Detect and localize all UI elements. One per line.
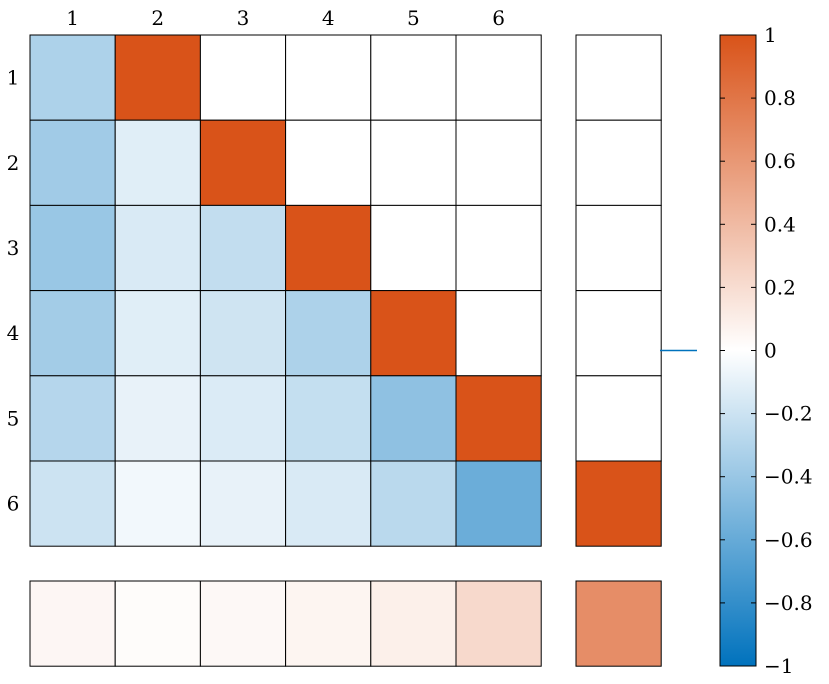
bottom-cell-2: [114, 580, 201, 667]
row-label-1: 1: [7, 66, 20, 90]
row-label-2: 2: [7, 151, 20, 175]
corner-cell-group: [575, 580, 662, 667]
matrix-cell-r4-c6: [455, 290, 542, 377]
matrix-cell-r2-c4: [285, 119, 372, 206]
matrix-cell-r3-c1: [29, 204, 116, 292]
colorbar-tick-label: −0.4: [764, 465, 813, 489]
colorbar-tick-label: −0.6: [764, 528, 813, 552]
bottom-cell-5: [370, 580, 457, 667]
matrix-cell-r2-c3: [199, 119, 287, 206]
bottom-cell-4: [285, 580, 372, 667]
side-cell-6: [575, 460, 662, 547]
colorbar-tick-label: 0.4: [764, 212, 796, 236]
colorbar-tick-label: −1: [764, 654, 793, 678]
row-label-4: 4: [7, 321, 20, 345]
matrix-cell-r6-c5: [370, 460, 457, 547]
bottom-row: [29, 580, 542, 667]
matrix-cell-r6-c1: [29, 460, 116, 547]
side-column: [575, 34, 662, 547]
matrix-cell-r4-c1: [29, 290, 116, 377]
matrix-cell-r3-c2: [114, 204, 201, 292]
matrix-cell-r1-c4: [285, 34, 372, 121]
colorbar: 1 0.8 0.6 0.4 0.2 0 −0.2 −0.4 −0.6 −0.8 −1: [660, 23, 813, 678]
matrix-cell-r5-c6: [455, 375, 542, 462]
bottom-cell-6: [455, 580, 542, 667]
column-labels: 1 2 3 4 5 6: [66, 6, 505, 30]
matrix-cell-r6-c2: [114, 460, 201, 547]
side-cell-3: [575, 204, 662, 292]
matrix-cell-r1-c1: [29, 34, 116, 121]
matrix-cell-r5-c5: [370, 375, 457, 462]
colorbar-tick-label: 0.8: [764, 86, 796, 110]
matrix-cell-r2-c2: [114, 119, 201, 206]
colorbar-tick-label: 1: [764, 23, 777, 47]
correlation-matrix: [29, 34, 542, 547]
matrix-cell-r1-c3: [199, 34, 287, 121]
matrix-cell-r3-c3: [199, 204, 287, 292]
bottom-cell-1: [29, 580, 116, 667]
side-cell-1: [575, 34, 662, 121]
col-label-3: 3: [237, 6, 250, 30]
side-cell-5: [575, 375, 662, 462]
row-labels: 1 2 3 4 5 6: [7, 66, 20, 516]
matrix-cell-r5-c4: [285, 375, 372, 462]
side-cell-2: [575, 119, 662, 206]
col-label-5: 5: [407, 6, 420, 30]
matrix-cell-r3-c6: [455, 204, 542, 292]
colorbar-tick-label: 0.2: [764, 275, 796, 299]
row-label-5: 5: [7, 406, 20, 430]
colorbar-tick-label: −0.2: [764, 402, 813, 426]
matrix-cell-r4-c3: [199, 290, 287, 377]
matrix-cell-r4-c4: [285, 290, 372, 377]
matrix-cell-r6-c6: [455, 460, 542, 547]
corner-cell: [575, 580, 662, 667]
matrix-cell-r2-c1: [29, 119, 116, 206]
bottom-cell-3: [199, 580, 287, 667]
matrix-cell-r1-c2: [114, 34, 201, 121]
colorbar-tick-label: 0: [764, 339, 777, 363]
matrix-cell-r4-c5: [370, 290, 457, 377]
colorbar-tick-label: 0.6: [764, 149, 796, 173]
matrix-cell-r6-c3: [199, 460, 287, 547]
col-label-6: 6: [492, 6, 505, 30]
colorbar-tick-label: −0.8: [764, 591, 813, 615]
matrix-cell-r5-c1: [29, 375, 116, 462]
side-cell-4: [575, 290, 662, 377]
colorbar-gradient: [719, 34, 757, 667]
row-label-6: 6: [7, 492, 20, 516]
colorbar-ticks: 1 0.8 0.6 0.4 0.2 0 −0.2 −0.4 −0.6 −0.8 −1: [720, 23, 813, 678]
col-label-2: 2: [151, 6, 164, 30]
matrix-cell-r1-c5: [370, 34, 457, 121]
matrix-cell-r3-c5: [370, 204, 457, 292]
matrix-cell-r1-c6: [455, 34, 542, 121]
col-label-1: 1: [66, 6, 79, 30]
matrix-cell-r6-c4: [285, 460, 372, 547]
matrix-cell-r3-c4: [285, 204, 372, 292]
row-label-3: 3: [7, 236, 20, 260]
matrix-cell-r5-c2: [114, 375, 201, 462]
matrix-cell-r2-c6: [455, 119, 542, 206]
matrix-cell-r4-c2: [114, 290, 201, 377]
col-label-4: 4: [322, 6, 335, 30]
matrix-cell-r2-c5: [370, 119, 457, 206]
matrix-cell-r5-c3: [199, 375, 287, 462]
